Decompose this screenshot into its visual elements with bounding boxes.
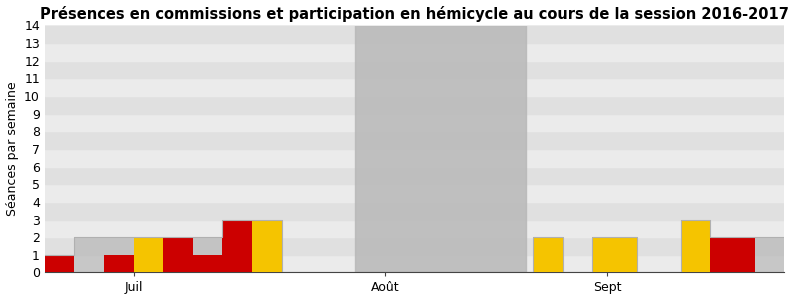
Bar [45,61,784,78]
Bar [45,255,784,272]
Bar [356,26,525,272]
Bar [45,114,784,131]
Bar [45,131,784,149]
Y-axis label: Séances par semaine: Séances par semaine [6,82,18,216]
Bar [45,96,784,114]
Bar [45,78,784,96]
Title: Présences en commissions et participation en hémicycle au cours de la session 20: Présences en commissions et participatio… [40,6,789,22]
Bar [45,43,784,61]
Bar [45,149,784,166]
Bar [45,220,784,237]
Bar [45,26,784,43]
Bar [45,167,784,184]
Bar [45,184,784,202]
Bar [45,202,784,220]
Bar [45,237,784,255]
